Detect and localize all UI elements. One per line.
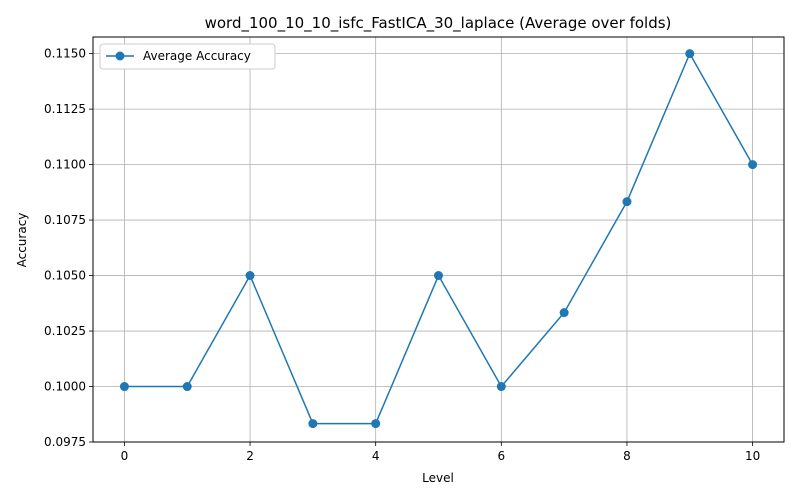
y-tick-label: 0.1075 bbox=[44, 213, 86, 227]
data-point bbox=[622, 197, 632, 207]
y-axis-label: Accuracy bbox=[15, 213, 29, 268]
data-point bbox=[245, 271, 255, 281]
y-axis-ticks: 0.0975 0.1000 0.1025 0.1050 0.1075 0.1100 0.11… bbox=[44, 47, 93, 449]
y-tick-label: 0.1000 bbox=[44, 380, 86, 394]
legend-label-average-accuracy: Average Accuracy bbox=[143, 49, 251, 63]
legend-box bbox=[99, 43, 276, 70]
y-tick-label: 0.1100 bbox=[44, 158, 86, 172]
legend-point-marker bbox=[115, 51, 125, 61]
data-point bbox=[559, 308, 569, 318]
x-tick-label: 4 bbox=[372, 449, 380, 463]
x-tick-label: 10 bbox=[745, 449, 760, 463]
x-axis-ticks: 0 2 4 6 8 10 bbox=[121, 442, 760, 463]
data-point bbox=[748, 160, 758, 170]
y-tick-label: 0.1150 bbox=[44, 47, 86, 61]
data-point bbox=[685, 49, 695, 59]
data-point bbox=[119, 382, 129, 392]
plot-frame bbox=[92, 36, 785, 443]
data-point bbox=[182, 382, 192, 392]
data-point bbox=[371, 419, 381, 429]
x-tick-label: 8 bbox=[623, 449, 631, 463]
y-tick-label: 0.1025 bbox=[44, 324, 86, 338]
y-tick-label: 0.1050 bbox=[44, 269, 86, 283]
data-point bbox=[496, 382, 506, 392]
x-tick-label: 6 bbox=[497, 449, 505, 463]
x-tick-label: 0 bbox=[121, 449, 129, 463]
legend: Average Accuracy bbox=[99, 43, 276, 70]
y-tick-label: 0.1125 bbox=[44, 102, 86, 116]
chart-title: word_100_10_10_isfc_FastICA_30_laplace (… bbox=[205, 14, 672, 33]
x-tick-label: 2 bbox=[246, 449, 254, 463]
data-point bbox=[308, 419, 318, 429]
y-tick-label: 0.0975 bbox=[44, 435, 86, 449]
series-layer bbox=[119, 49, 758, 429]
data-point bbox=[434, 271, 443, 281]
x-axis-label: Level bbox=[422, 471, 454, 485]
